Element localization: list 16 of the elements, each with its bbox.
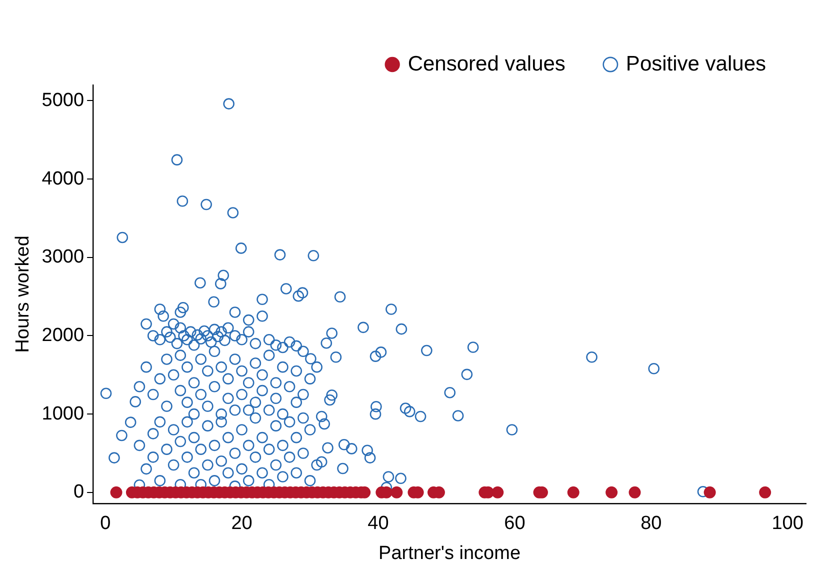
y-tick-label: 0 [73,482,84,503]
x-axis-title: Partner's income [378,542,521,564]
y-tick-label: 4000 [42,168,84,190]
x-tick-label: 40 [368,513,389,534]
y-tick-label: 3000 [42,246,84,268]
y-tick-label: 1000 [42,403,84,424]
y-tick-label: 5000 [42,90,84,111]
x-tick-label: 20 [231,513,252,534]
y-axis-title: Hours worked [12,236,34,353]
x-tick-label: 0 [100,513,111,534]
legend-label: Positive values [626,52,766,76]
y-tick-label: 2000 [42,324,84,346]
x-tick-label: 80 [640,513,662,534]
x-tick-label: 60 [504,513,526,534]
x-tick-label: 100 [772,513,804,534]
legend-label: Censored values [408,52,566,76]
